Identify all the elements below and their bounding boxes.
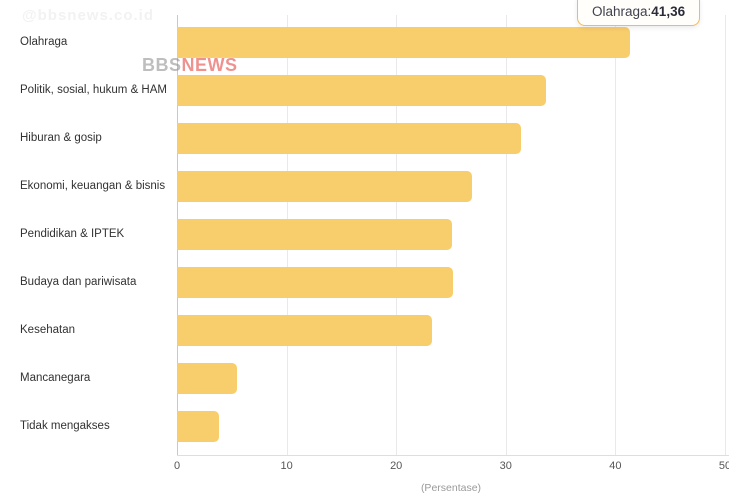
logo-text-red: NEWS [181,55,238,75]
category-label: Olahraga [20,36,68,48]
x-tick-label: 20 [390,460,403,472]
bar-ekonomi-keuangan-bisnis[interactable] [177,170,472,202]
category-label: Kesehatan [20,324,75,336]
bar-mancanegara[interactable] [177,362,238,394]
chart-tooltip: Olahraga: 41,36 [577,0,701,26]
x-tick-label: 40 [609,460,622,472]
x-gridline [725,15,726,455]
category-label: Politik, sosial, hukum & HAM [20,84,167,96]
tooltip-category: Olahraga: [592,4,652,19]
bar-hiburan-gosip[interactable] [177,122,522,154]
category-label: Tidak mengakses [20,420,110,432]
bar-tidak-mengakses[interactable] [177,410,219,442]
bar-kesehatan[interactable] [177,314,433,346]
x-tick-label: 10 [280,460,293,472]
x-tick-label: 0 [173,460,181,472]
category-label: Mancanegara [20,372,91,384]
x-axis-title: (Persentase) [420,482,482,494]
x-gridline [505,15,507,455]
site-watermark: @bbsnews.co.id [22,7,154,24]
x-gridline [615,15,617,455]
category-label: Budaya dan pariwisata [20,276,137,288]
bar-olahraga[interactable] [177,26,631,58]
tooltip-value: 41,36 [651,4,686,19]
bar-pendidikan-iptek[interactable] [177,218,453,250]
category-label: Ekonomi, keuangan & bisnis [20,180,166,192]
category-label: Pendidikan & IPTEK [20,228,125,240]
x-tick-label: 50 [718,460,729,472]
category-label: Hiburan & gosip [20,132,102,144]
x-tick-label: 30 [499,460,512,472]
x-axis-line [177,455,729,456]
logo-text-gray: BBS [142,55,182,75]
bar-politik-sosial-hukum-ham[interactable] [177,74,547,106]
bbsnews-logo-watermark: BBSNEWS [142,55,238,76]
bar-budaya-dan-pariwisata[interactable] [177,266,454,298]
